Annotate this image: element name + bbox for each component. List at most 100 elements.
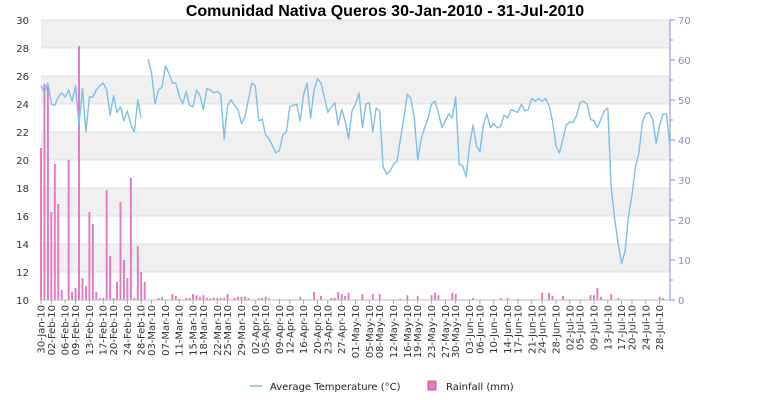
rainfall-bar — [74, 288, 77, 300]
x-tick-label: 09-Feb-10 — [71, 305, 82, 355]
x-tick-label: 09-Apr-10 — [275, 305, 286, 354]
x-tick-label: 02-Apr-10 — [251, 305, 262, 354]
x-tick-label: 06-Jun-10 — [475, 305, 486, 354]
left-tick-label: 10 — [16, 296, 29, 307]
x-tick-label: 08-May-10 — [375, 305, 386, 358]
rainfall-bar — [416, 296, 419, 300]
rainfall-bar — [188, 298, 191, 300]
rainfall-bar — [129, 178, 132, 300]
rainfall-bar — [378, 294, 381, 300]
rainfall-bar — [226, 294, 229, 300]
rainfall-bar — [506, 298, 509, 300]
x-tick-label: 10-Jun-10 — [489, 305, 500, 354]
left-tick-label: 24 — [16, 100, 29, 111]
temperature-line — [40, 59, 671, 265]
rainfall-bar — [599, 296, 602, 300]
x-tick-label: 27-May-10 — [441, 305, 452, 358]
x-tick-label: 07-Mar-10 — [161, 305, 172, 356]
rainfall-bar — [105, 190, 108, 300]
right-tick-label: 10 — [678, 256, 691, 267]
x-tick-label: 17-Jun-10 — [513, 305, 524, 354]
x-tick-label: 29-Mar-10 — [237, 305, 248, 356]
rainfall-bar — [610, 294, 613, 300]
x-tick-label: 17-Jul-10 — [617, 305, 628, 350]
rainfall-bar — [299, 296, 302, 300]
rainfall-bar — [57, 204, 60, 300]
rainfall-bar — [406, 295, 409, 300]
chart-title: Comunidad Nativa Queros 30-Jan-2010 - 31… — [186, 3, 584, 20]
rainfall-bar — [371, 294, 374, 300]
rainfall-bar — [551, 296, 554, 300]
x-tick-label: 05-Apr-10 — [261, 305, 272, 354]
rainfall-bar — [472, 298, 474, 300]
rainfall-bar — [212, 297, 215, 300]
rainfall-bar — [98, 298, 101, 300]
rainfall-bar — [112, 298, 115, 300]
legend: Average Temperature (°C) Rainfall (mm) — [250, 380, 514, 393]
right-tick-label: 20 — [678, 216, 691, 227]
x-tick-label: 28-Feb-10 — [137, 305, 148, 355]
rainfall-bar — [50, 212, 53, 300]
legend-rainfall-swatch — [427, 380, 437, 391]
rainfall-bar — [195, 295, 198, 300]
rainfall-bar — [102, 298, 105, 300]
grid-bands — [41, 19, 670, 301]
x-tick-label: 16-Apr-10 — [299, 305, 310, 354]
grid-band — [41, 244, 670, 272]
x-tick-label: 21-Jun-10 — [527, 305, 538, 354]
rainfall-bar — [136, 246, 139, 300]
rainfall-bar — [122, 260, 125, 300]
rainfall-bar — [319, 296, 322, 300]
rainfall-bar — [330, 298, 333, 300]
x-tick-label: 12-May-10 — [389, 305, 400, 358]
rainfall-bar — [589, 295, 592, 300]
legend-rainfall-label: Rainfall (mm) — [446, 382, 514, 393]
x-tick-label: 11-Mar-10 — [175, 305, 186, 356]
legend-temperature-label: Average Temperature (°C) — [270, 382, 401, 393]
right-tick-label: 50 — [678, 96, 691, 107]
x-tick-label: 03-Jun-10 — [465, 305, 476, 354]
rainfall-bar — [243, 296, 246, 300]
left-tick-label: 20 — [16, 156, 29, 167]
grid-band — [41, 160, 670, 188]
x-tick-label: 30-May-10 — [451, 305, 462, 358]
rainfall-bar — [268, 298, 271, 300]
x-tick-label: 06-Feb-10 — [61, 305, 72, 355]
x-tick-label: 23-May-10 — [427, 305, 438, 358]
rainfall-bar — [662, 298, 665, 300]
left-tick-label: 18 — [16, 184, 29, 195]
x-tick-label: 24-Jun-10 — [538, 305, 549, 354]
x-tick-label: 05-Jul-10 — [576, 305, 587, 350]
rainfall-bar — [658, 296, 661, 300]
x-tick-label: 30-Jan-10 — [37, 305, 48, 354]
left-tick-label: 28 — [16, 44, 29, 55]
x-tick-label: 17-Feb-10 — [99, 305, 110, 355]
rainfall-bar — [337, 292, 340, 300]
right-axis: 0 10 20 30 40 50 60 70 — [669, 16, 691, 307]
rainfall-bar — [91, 224, 94, 300]
rainfall-bar — [437, 295, 440, 300]
rainfall-bar — [233, 298, 236, 300]
rainfall-bar — [67, 160, 70, 300]
rainfall-bar — [178, 298, 181, 300]
rainfall-bar — [209, 298, 212, 300]
rainfall-bar — [140, 272, 143, 300]
rainfall-bar — [596, 288, 599, 300]
rainfall-bar — [40, 148, 42, 300]
left-tick-label: 12 — [16, 268, 29, 279]
rainfall-bar — [516, 298, 519, 300]
rainfall-bar — [237, 296, 239, 300]
rainfall-bar — [133, 298, 136, 300]
left-tick-label: 16 — [16, 212, 29, 223]
x-tick-label: 27-Apr-10 — [337, 305, 348, 354]
x-tick-label: 01-May-10 — [351, 305, 362, 358]
rainfall-bar — [454, 294, 457, 300]
rainfall-bar — [174, 296, 177, 300]
rainfall-bar — [161, 297, 163, 300]
rainfall-bar — [434, 292, 436, 300]
rainfall-bar — [361, 294, 364, 300]
rainfall-bar — [261, 298, 264, 300]
rainfall-bar — [119, 202, 122, 300]
rainfall-bar — [344, 296, 347, 300]
rainfall-bar — [399, 298, 402, 300]
